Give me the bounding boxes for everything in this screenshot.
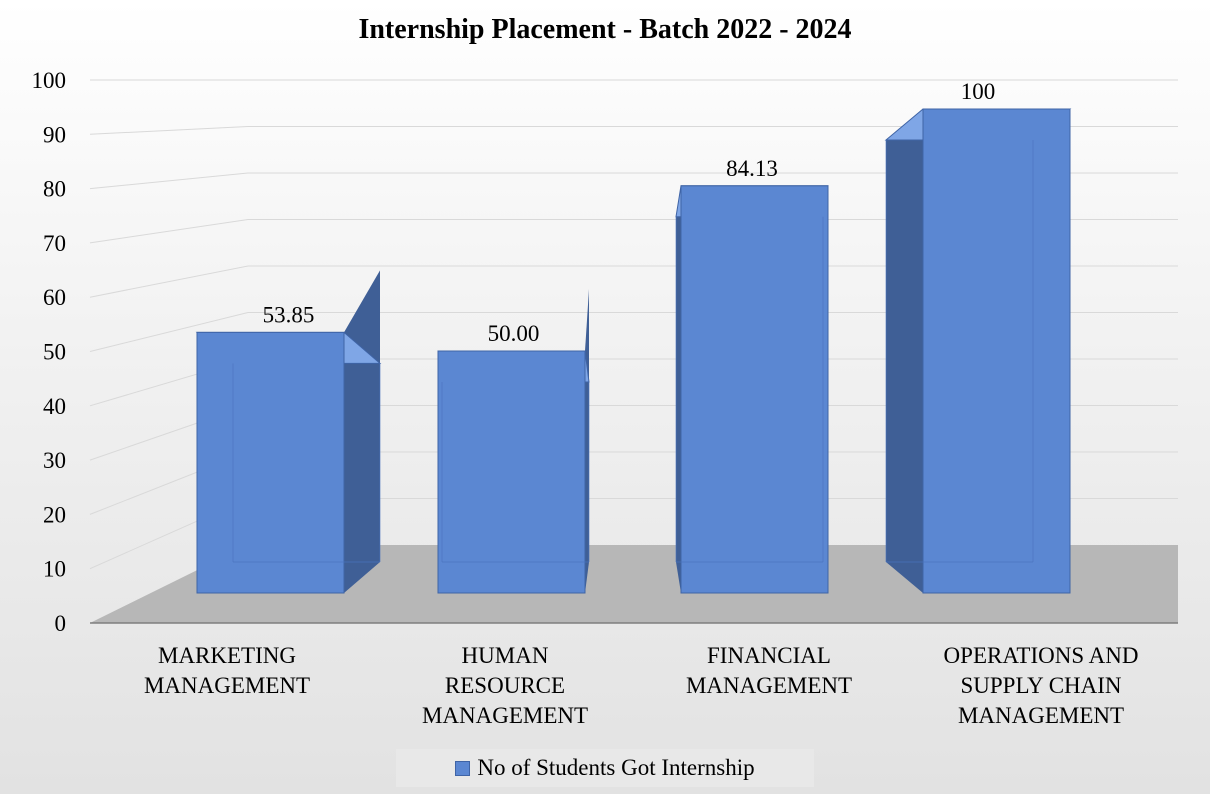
data-label: 84.13 [726,156,778,181]
bar-side [344,270,380,593]
y-tick-label: 40 [43,394,66,419]
legend-label: No of Students Got Internship [477,755,755,780]
x-tick-label: OPERATIONS AND SUPPLY CHAIN MANAGEMENT [944,643,1139,728]
bar [196,331,345,594]
x-tick-label: HUMAN RESOURCE MANAGEMENT [422,643,588,728]
y-tick-label: 20 [43,502,66,527]
y-tick-label: 60 [43,285,66,310]
x-tick-label: MARKETING MANAGEMENT [144,643,310,698]
gridline-side [89,265,249,298]
chart-title: Internship Placement - Batch 2022 - 2024 [358,14,852,45]
data-label: 50.00 [488,321,540,346]
y-tick-label: 100 [32,68,67,93]
bar-side [585,289,589,593]
y-tick-label: 30 [43,448,66,473]
bar [437,350,586,594]
y-tick-label: 50 [43,340,66,365]
gridline-side [89,126,249,135]
data-label: 53.85 [263,302,315,327]
gridline-side [89,219,249,244]
gridline-side [89,312,249,352]
y-tick-label: 10 [43,557,66,582]
y-tick-label: 0 [55,611,67,636]
gridline-side [89,172,249,190]
bar [922,108,1071,594]
y-tick-label: 90 [43,122,66,147]
y-tick-label: 70 [43,231,66,256]
x-tick-label: FINANCIAL MANAGEMENT [686,643,852,698]
bar-side [676,185,681,594]
y-tick-label: 80 [43,177,66,202]
legend: No of Students Got Internship [396,749,814,787]
bar [680,185,829,594]
legend-swatch [455,760,471,776]
bar-side [886,109,923,593]
data-label: 100 [961,79,996,104]
